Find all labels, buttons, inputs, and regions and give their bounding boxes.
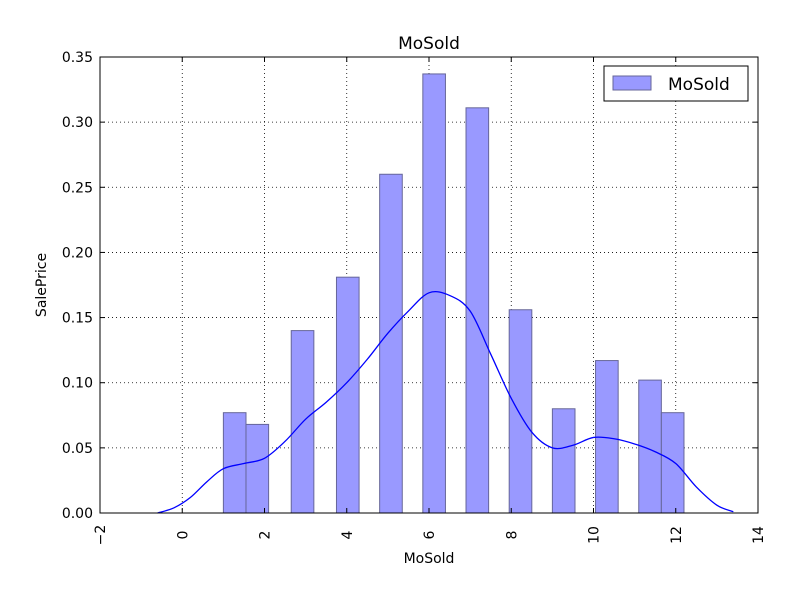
- kde-line: [157, 291, 734, 514]
- histogram-bar: [379, 173, 403, 514]
- axis-ticks: [99, 56, 759, 514]
- y-tick-labels: 0.00 0.05 0.10 0.15 0.20 0.25 0.30 0.35: [62, 50, 93, 522]
- histogram-bar: [508, 309, 533, 514]
- y-tick-label: 0.15: [62, 311, 93, 327]
- x-tick-label: 12: [669, 526, 685, 544]
- histogram-bar: [551, 408, 576, 514]
- x-tick-label: 0: [175, 531, 191, 540]
- y-tick-label: 0.20: [62, 245, 93, 261]
- y-tick-label: 0.30: [62, 115, 93, 131]
- x-tick-label: 4: [340, 530, 356, 539]
- histogram-bars: [222, 73, 685, 514]
- y-tick-label: 0.05: [62, 441, 93, 457]
- y-axis-label: SalePrice: [34, 253, 50, 317]
- y-tick-label: 0.10: [62, 376, 93, 392]
- x-tick-label: −2: [93, 525, 109, 546]
- legend: MoSold: [603, 65, 749, 102]
- histogram-bar: [245, 423, 270, 514]
- legend-swatch: [612, 75, 652, 91]
- y-tick-label: 0.25: [62, 180, 93, 196]
- y-tick-label: 0.00: [62, 506, 93, 522]
- legend-label: MoSold: [668, 75, 730, 95]
- histogram-bar: [222, 412, 247, 514]
- chart-title: MoSold: [398, 34, 460, 54]
- x-tick-label: 8: [504, 531, 520, 540]
- y-tick-label: 0.35: [62, 50, 93, 66]
- x-axis-label: MoSold: [404, 551, 455, 567]
- histogram-bar: [335, 276, 360, 514]
- x-tick-label: 6: [422, 530, 438, 539]
- histogram-bar: [422, 73, 446, 514]
- histogram-bar: [660, 412, 685, 514]
- x-tick-label: 14: [751, 526, 767, 544]
- x-tick-label: 2: [258, 531, 274, 540]
- x-tick-labels: −2 0 2 4 6 8 10 12 14: [93, 525, 767, 546]
- x-tick-label: 10: [587, 526, 603, 544]
